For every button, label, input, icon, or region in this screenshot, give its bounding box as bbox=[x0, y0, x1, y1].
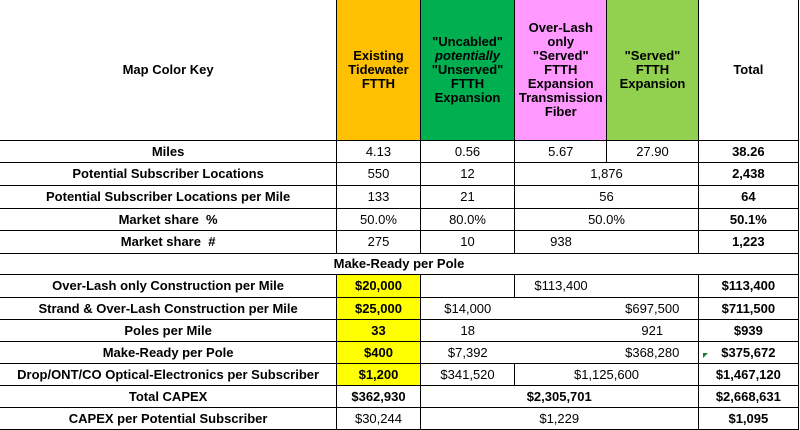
col-existing-tidewater[interactable]: Existing Tidewater FTTH bbox=[336, 0, 421, 141]
cell[interactable]: $2,305,701 bbox=[419, 385, 699, 408]
cell-total[interactable]: $711,500 bbox=[697, 297, 800, 320]
input-cell[interactable]: $400 bbox=[336, 341, 421, 364]
cell-total[interactable]: $1,095 bbox=[697, 407, 800, 430]
table-row: Make-Ready per Pole $400 $7,392 $368,280… bbox=[0, 341, 800, 364]
cell[interactable]: 27.90 bbox=[606, 140, 699, 163]
cell[interactable]: 133 bbox=[336, 185, 421, 209]
cell[interactable]: 56 bbox=[514, 185, 699, 209]
cell[interactable]: 10 bbox=[419, 230, 516, 254]
col-uncabled-unserved[interactable]: "Uncabled" potentially "Unserved" FTTH E… bbox=[419, 0, 516, 141]
cell[interactable]: 921 bbox=[606, 319, 699, 342]
col-total[interactable]: Total bbox=[697, 0, 800, 141]
row-label-make-ready[interactable]: Make-Ready per Pole bbox=[0, 341, 338, 364]
cell[interactable]: 938 bbox=[514, 230, 607, 254]
table-row: Market share # 275 10 938 1,223 bbox=[0, 230, 800, 254]
row-label-capex-per-subscriber[interactable]: CAPEX per Potential Subscriber bbox=[0, 407, 338, 430]
table-row: Poles per Mile 33 18 921 $939 bbox=[0, 319, 800, 342]
input-cell[interactable]: $20,000 bbox=[336, 274, 421, 298]
col-served-expansion[interactable]: "Served" FTTH Expansion bbox=[606, 0, 699, 141]
cell[interactable]: 550 bbox=[336, 162, 421, 186]
row-label-overlash[interactable]: Over-Lash only Construction per Mile bbox=[0, 274, 338, 298]
table-row: Miles 4.13 0.56 5.67 27.90 38.26 bbox=[0, 140, 800, 163]
cell-total[interactable]: 50.1% bbox=[697, 208, 800, 231]
cell[interactable]: $341,520 bbox=[419, 363, 516, 386]
cell[interactable]: $7,392 bbox=[419, 341, 515, 364]
cell-total[interactable]: $113,400 bbox=[697, 274, 800, 298]
row-label-locations[interactable]: Potential Subscriber Locations bbox=[0, 162, 338, 186]
cell-empty[interactable] bbox=[514, 341, 607, 364]
cell[interactable]: $1,229 bbox=[419, 407, 699, 430]
cell-empty[interactable] bbox=[514, 319, 607, 342]
table-row: CAPEX per Potential Subscriber $30,244 $… bbox=[0, 407, 800, 430]
table-row: Over-Lash only Construction per Mile $20… bbox=[0, 274, 800, 298]
cell-total[interactable]: $2,668,631 bbox=[697, 385, 800, 408]
cell[interactable]: $362,930 bbox=[336, 385, 421, 408]
input-cell[interactable]: $1,200 bbox=[336, 363, 421, 386]
table-row: Market share % 50.0% 80.0% 50.0% 50.1% bbox=[0, 208, 800, 231]
cell-total[interactable]: 38.26 bbox=[697, 140, 800, 163]
cell[interactable]: $697,500 bbox=[606, 297, 699, 320]
cell[interactable]: 21 bbox=[419, 185, 516, 209]
table-row: Potential Subscriber Locations 550 12 1,… bbox=[0, 162, 800, 186]
map-color-key-label: Map Color Key bbox=[0, 0, 338, 141]
cell[interactable]: 4.13 bbox=[336, 140, 421, 163]
cell[interactable]: $368,280 bbox=[606, 341, 699, 364]
cell[interactable]: 50.0% bbox=[336, 208, 421, 231]
input-cell[interactable]: $25,000 bbox=[336, 297, 421, 320]
row-label-miles[interactable]: Miles bbox=[0, 140, 338, 163]
table-row: Drop/ONT/CO Optical-Electronics per Subs… bbox=[0, 363, 800, 386]
table-row: Strand & Over-Lash Construction per Mile… bbox=[0, 297, 800, 320]
cell[interactable]: $113,400 bbox=[514, 274, 607, 298]
row-label-total-capex[interactable]: Total CAPEX bbox=[0, 385, 338, 408]
cell-empty[interactable] bbox=[606, 274, 699, 298]
input-cell[interactable]: 33 bbox=[336, 319, 421, 342]
table-row: Potential Subscriber Locations per Mile … bbox=[0, 185, 800, 209]
row-label-market-share-num[interactable]: Market share # bbox=[0, 230, 338, 254]
cell-empty[interactable] bbox=[514, 297, 607, 320]
row-label-locations-per-mile[interactable]: Potential Subscriber Locations per Mile bbox=[0, 185, 338, 209]
cell[interactable]: $14,000 bbox=[419, 297, 515, 320]
section-row: Make-Ready per Pole bbox=[0, 253, 799, 275]
row-label-drop-ont[interactable]: Drop/ONT/CO Optical-Electronics per Subs… bbox=[0, 363, 338, 386]
header-row: Map Color Key Existing Tidewater FTTH "U… bbox=[0, 0, 800, 141]
cell[interactable]: 1,876 bbox=[514, 162, 699, 186]
row-label-poles[interactable]: Poles per Mile bbox=[0, 319, 338, 342]
cell[interactable]: 5.67 bbox=[514, 140, 608, 163]
cell[interactable]: 50.0% bbox=[514, 208, 699, 231]
cell-total[interactable]: $939 bbox=[697, 319, 800, 342]
cell[interactable]: 18 bbox=[419, 319, 515, 342]
cell-total[interactable]: 1,223 bbox=[697, 230, 800, 254]
cell-total[interactable]: $375,672 bbox=[697, 341, 800, 364]
cell[interactable]: $30,244 bbox=[336, 407, 421, 430]
cell[interactable]: 275 bbox=[336, 230, 421, 254]
cell[interactable]: 80.0% bbox=[419, 208, 516, 231]
cell[interactable]: 12 bbox=[419, 162, 516, 186]
cell-empty[interactable] bbox=[606, 230, 699, 254]
cell-total[interactable]: 2,438 bbox=[697, 162, 800, 186]
cell-comment-indicator-icon bbox=[703, 353, 708, 358]
col-overlash-transmission[interactable]: Over-Lash only "Served" FTTH Expansion T… bbox=[514, 0, 608, 141]
table-row: Total CAPEX $362,930 $2,305,701 $2,668,6… bbox=[0, 385, 800, 408]
cell[interactable]: $1,125,600 bbox=[514, 363, 699, 386]
cell-total[interactable]: $1,467,120 bbox=[697, 363, 800, 386]
row-label-strand[interactable]: Strand & Over-Lash Construction per Mile bbox=[0, 297, 338, 320]
cell-total[interactable]: 64 bbox=[697, 185, 800, 209]
row-label-market-share-pct[interactable]: Market share % bbox=[0, 208, 338, 231]
cell[interactable]: 0.56 bbox=[419, 140, 516, 163]
section-make-ready-label[interactable]: Make-Ready per Pole bbox=[0, 253, 799, 275]
cell-empty[interactable] bbox=[419, 274, 516, 298]
